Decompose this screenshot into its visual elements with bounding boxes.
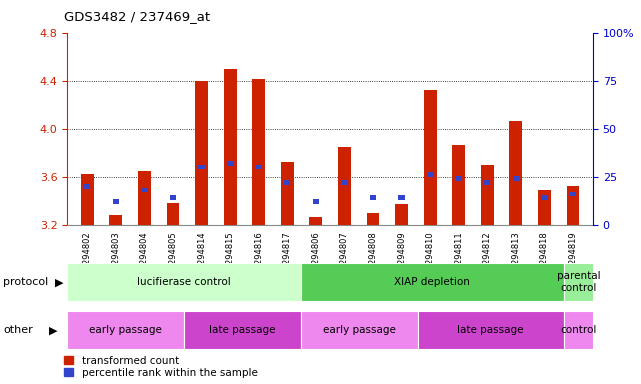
Text: ▶: ▶ (54, 277, 63, 287)
Bar (538, 190, 551, 225)
Bar (395, 204, 408, 225)
Legend: transformed count, percentile rank within the sample: transformed count, percentile rank withi… (63, 355, 258, 379)
Bar (227, 161, 233, 166)
Bar (427, 172, 433, 177)
Text: ▶: ▶ (49, 325, 58, 335)
Bar (399, 195, 404, 200)
Bar (456, 176, 462, 181)
Bar (224, 69, 237, 225)
Bar (84, 184, 90, 189)
Bar (301, 311, 418, 349)
Bar (484, 180, 490, 185)
Bar (110, 215, 122, 225)
Bar (138, 170, 151, 225)
Text: late passage: late passage (458, 325, 524, 335)
Bar (310, 217, 322, 225)
Bar (256, 165, 262, 169)
Bar (113, 199, 119, 204)
Bar (453, 146, 465, 225)
Text: GDS3482 / 237469_at: GDS3482 / 237469_at (64, 10, 210, 23)
Bar (199, 165, 204, 169)
Bar (570, 192, 576, 196)
Bar (341, 180, 347, 185)
Bar (170, 195, 176, 200)
Bar (167, 203, 179, 225)
Bar (67, 263, 301, 301)
Bar (67, 311, 184, 349)
Bar (418, 311, 563, 349)
Bar (541, 195, 547, 200)
Bar (301, 263, 563, 301)
Text: parental
control: parental control (556, 271, 600, 293)
Bar (510, 121, 522, 225)
Bar (563, 263, 593, 301)
Text: early passage: early passage (89, 325, 162, 335)
Bar (313, 199, 319, 204)
Bar (281, 162, 294, 225)
Text: early passage: early passage (323, 325, 395, 335)
Bar (567, 186, 579, 225)
Bar (367, 213, 379, 225)
Bar (141, 188, 147, 192)
Text: other: other (3, 325, 33, 335)
Bar (370, 195, 376, 200)
Bar (184, 311, 301, 349)
Bar (424, 90, 437, 225)
Bar (513, 176, 519, 181)
Text: XIAP depletion: XIAP depletion (394, 277, 470, 287)
Bar (481, 165, 494, 225)
Text: lucifierase control: lucifierase control (137, 277, 231, 287)
Bar (338, 147, 351, 225)
Bar (563, 311, 593, 349)
Bar (81, 174, 94, 225)
Text: late passage: late passage (209, 325, 276, 335)
Bar (195, 81, 208, 225)
Text: protocol: protocol (3, 277, 49, 287)
Bar (284, 180, 290, 185)
Bar (253, 79, 265, 225)
Text: control: control (560, 325, 597, 335)
